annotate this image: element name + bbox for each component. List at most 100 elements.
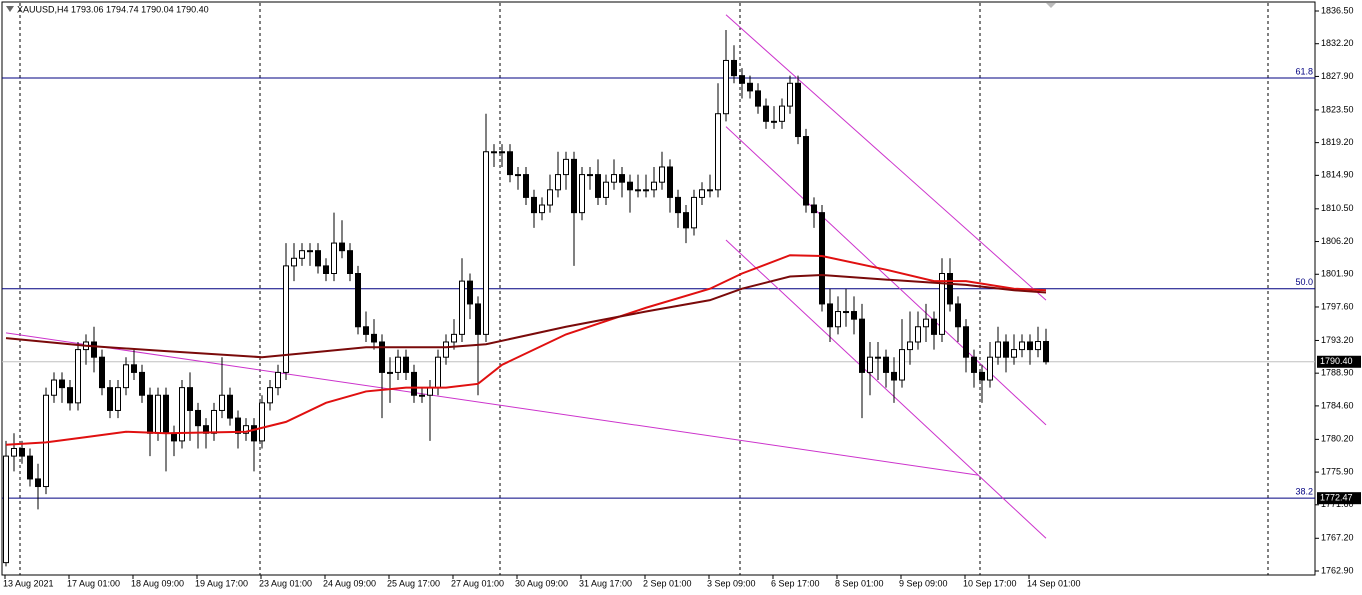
candle-body <box>627 181 633 191</box>
candle-body <box>555 174 561 191</box>
shift-marker <box>1046 3 1056 8</box>
candle-body <box>883 356 889 373</box>
x-tick-label: 8 Sep 01:00 <box>835 578 884 588</box>
candle-body <box>787 82 793 107</box>
candle-body <box>915 326 921 343</box>
level-price-label: 1772.47 <box>1320 493 1353 503</box>
candle-body <box>67 387 73 404</box>
candle-body <box>1003 341 1009 358</box>
candle-body <box>571 158 577 214</box>
candle-body <box>851 311 857 320</box>
y-tick-label: 1819.20 <box>1321 137 1354 147</box>
moving-average <box>5 274 1047 359</box>
candle-body <box>539 204 545 214</box>
candle-body <box>899 349 905 381</box>
y-tick-label: 1823.50 <box>1321 104 1354 114</box>
candle-body <box>227 394 233 419</box>
candle-body <box>651 181 657 191</box>
candle-body <box>547 189 553 206</box>
candle-body <box>955 303 961 328</box>
candle-body <box>163 394 169 434</box>
candle-body <box>291 257 297 267</box>
candle-body <box>331 242 337 274</box>
candle-body <box>971 356 977 373</box>
candle-body <box>867 356 873 373</box>
candle-body <box>739 75 745 84</box>
candle-body <box>459 280 465 335</box>
candle-body <box>403 356 409 373</box>
candle-body <box>507 151 513 176</box>
candle-body <box>195 409 201 427</box>
candle-body <box>779 105 785 122</box>
candle-body <box>795 82 801 138</box>
candle-body <box>499 151 505 154</box>
x-tick-label: 14 Sep 01:00 <box>1027 578 1081 588</box>
candle-body <box>395 356 401 373</box>
candle-body <box>443 341 449 358</box>
x-tick-label: 19 Aug 17:00 <box>195 578 248 588</box>
candle-body <box>59 379 65 389</box>
candle-body <box>363 326 369 335</box>
candle-body <box>131 364 137 373</box>
candle-body <box>523 174 529 198</box>
candle-body <box>835 311 841 328</box>
candle-body <box>75 349 81 404</box>
candle-body <box>11 448 17 457</box>
candle-body <box>115 387 121 411</box>
candle-body <box>771 120 777 123</box>
x-tick-label: 25 Aug 17:00 <box>387 578 440 588</box>
candle-body <box>859 318 865 373</box>
moving-average <box>5 254 1047 446</box>
trendline <box>725 14 1047 301</box>
candle-body <box>1011 349 1017 358</box>
x-tick-label: 17 Aug 01:00 <box>67 578 120 588</box>
candle-body <box>635 189 641 192</box>
candle-body <box>379 341 385 373</box>
candle-body <box>427 387 433 396</box>
candle-body <box>475 303 481 335</box>
last-price-label: 1790.40 <box>1320 356 1353 366</box>
candle-body <box>27 455 33 480</box>
candle-body <box>1035 341 1041 351</box>
candle-body <box>155 394 161 434</box>
x-tick-label: 3 Sep 09:00 <box>707 578 756 588</box>
fib-level-label: 50.0 <box>1295 277 1313 287</box>
candle-body <box>755 90 761 107</box>
candle-body <box>963 326 969 358</box>
candle-body <box>147 394 153 434</box>
y-tick-label: 1810.50 <box>1321 203 1354 213</box>
y-tick-label: 1836.50 <box>1321 5 1354 15</box>
candle-body <box>659 166 665 183</box>
x-tick-label: 27 Aug 01:00 <box>451 578 504 588</box>
candle-body <box>715 113 721 191</box>
candle-body <box>387 371 393 374</box>
x-tick-label: 9 Sep 09:00 <box>899 578 948 588</box>
candle-body <box>619 174 625 183</box>
candle-body <box>763 105 769 122</box>
candle-body <box>803 136 809 206</box>
candle-body <box>483 151 489 335</box>
candle-body <box>283 265 289 373</box>
candle-body <box>603 181 609 198</box>
candle-body <box>339 242 345 252</box>
candle-body <box>171 432 177 442</box>
candle-body <box>827 303 833 328</box>
candle-body <box>643 189 649 192</box>
grid <box>19 3 1269 575</box>
candle-body <box>907 341 913 351</box>
fib-level-label: 61.8 <box>1295 66 1313 76</box>
trendline <box>5 332 979 476</box>
candle-body <box>139 371 145 396</box>
candle-body <box>1027 341 1033 351</box>
x-tick-label: 31 Aug 17:00 <box>579 578 632 588</box>
candle-body <box>995 341 1001 358</box>
candle-body <box>35 478 41 488</box>
candle-body <box>211 409 217 434</box>
y-tick-label: 1797.60 <box>1321 301 1354 311</box>
candle-body <box>107 387 113 411</box>
candle-body <box>675 196 681 214</box>
candle-body <box>91 341 97 358</box>
candle-body <box>587 174 593 177</box>
candle-body <box>747 82 753 92</box>
